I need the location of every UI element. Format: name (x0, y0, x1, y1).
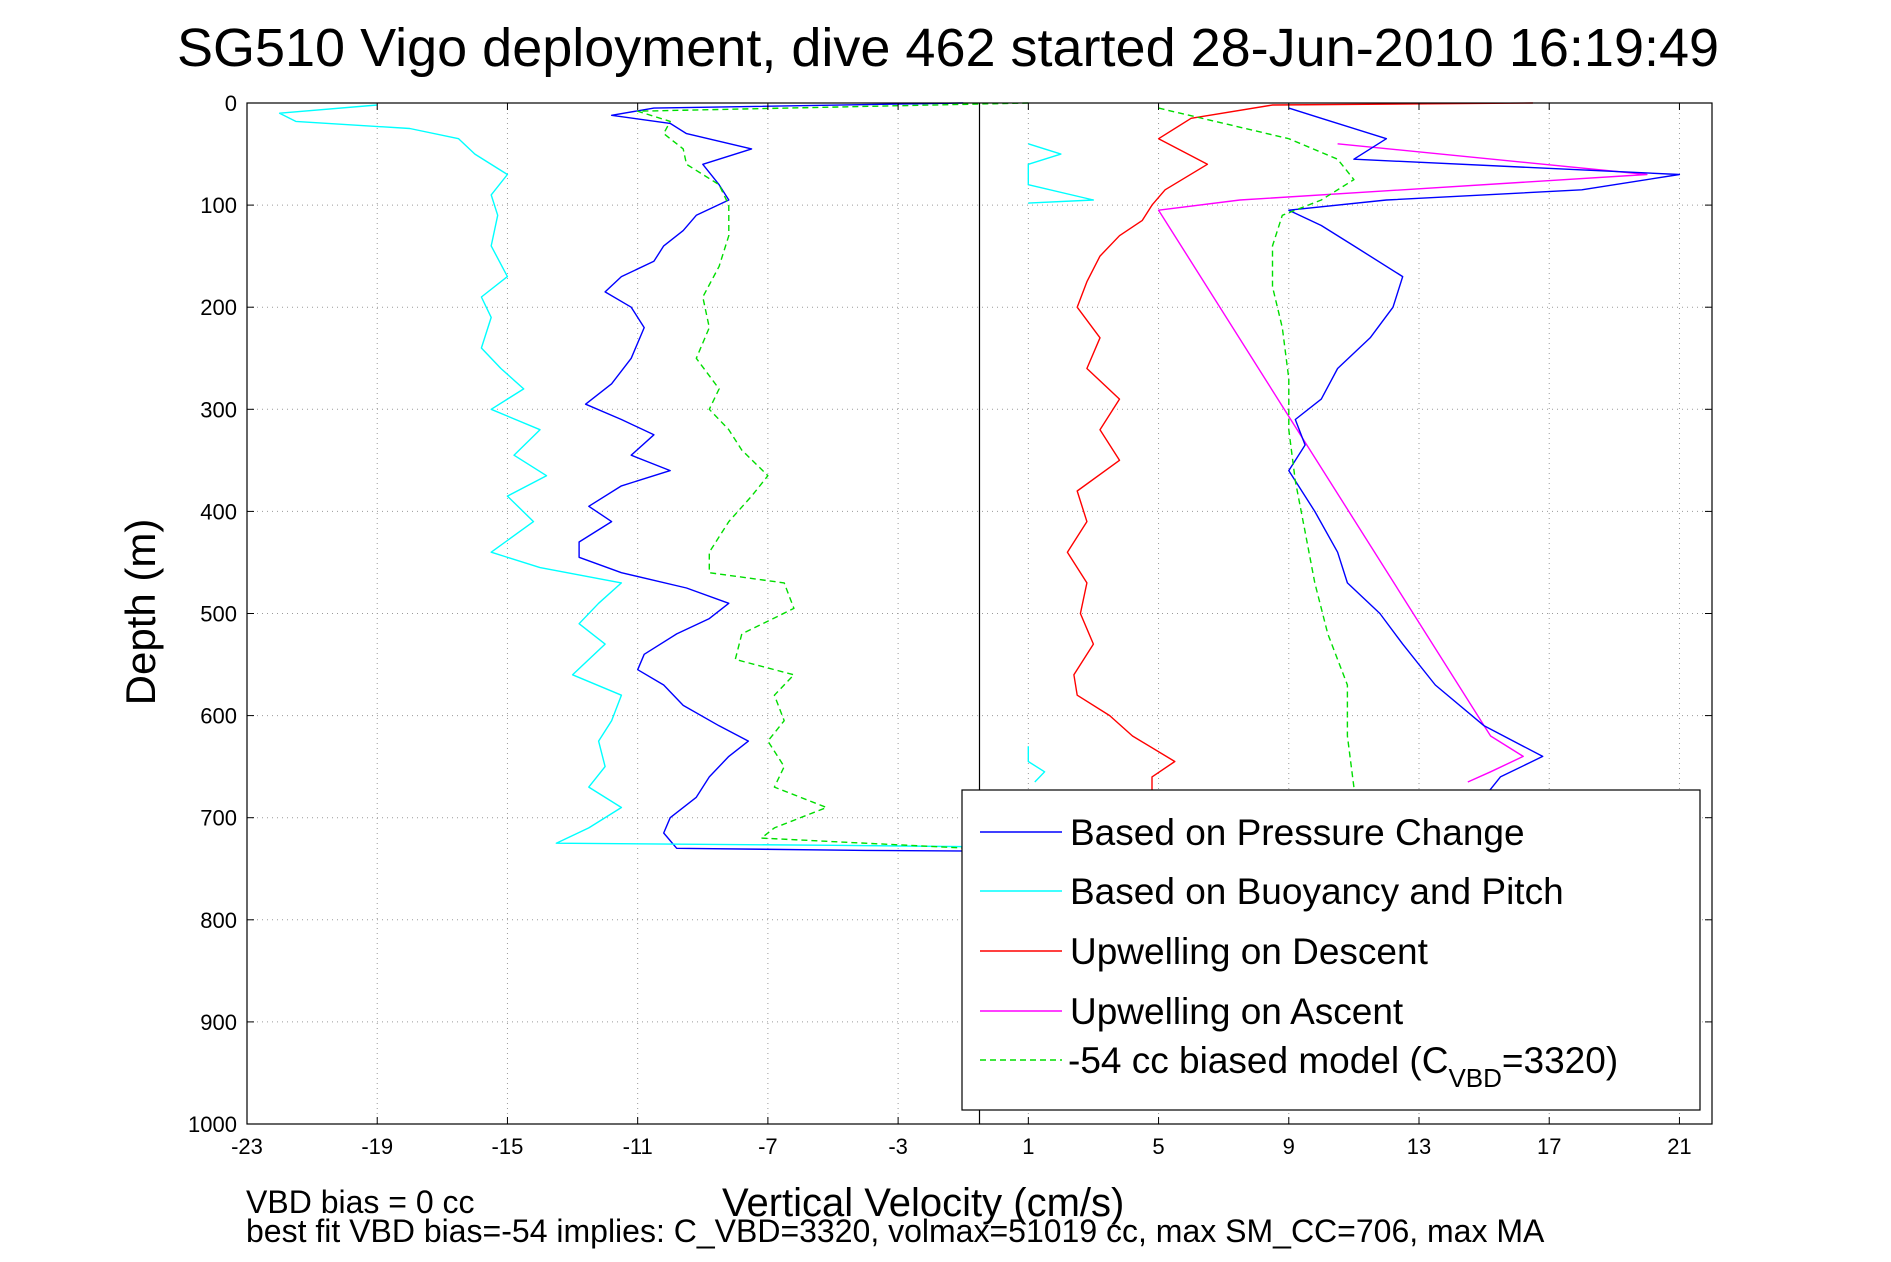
x-axis-ticks: -23 -19 -15 -11 -7 -3 1 5 9 13 17 21 (231, 103, 1692, 1159)
footer-line-1: VBD bias = 0 cc (246, 1184, 475, 1220)
legend-label-4: -54 cc biased model (CVBD=3320) (1068, 1040, 1618, 1093)
legend: Based on Pressure Change Based on Buoyanc… (961, 789, 1701, 1111)
legend-label-2: Upwelling on Descent (1070, 931, 1429, 972)
series-layer (278, 102, 1681, 853)
series-line-1 (278, 104, 1029, 848)
series-line-2 (1066, 102, 1533, 793)
series-line-7 (1027, 746, 1046, 783)
y-tick-label: 700 (200, 806, 237, 831)
x-tick-label: 9 (1283, 1134, 1295, 1159)
chart-title: SG510 Vigo deployment, dive 462 started … (177, 18, 1719, 78)
x-tick-label: 1 (1022, 1134, 1034, 1159)
y-tick-label: 1000 (188, 1112, 237, 1137)
x-tick-label: 21 (1667, 1134, 1691, 1159)
x-tick-label: -7 (758, 1134, 778, 1159)
y-tick-label: 0 (225, 91, 237, 116)
y-tick-label: 300 (200, 397, 237, 422)
x-tick-label: -23 (231, 1134, 263, 1159)
legend-label-3: Upwelling on Ascent (1070, 991, 1404, 1032)
y-tick-label: 600 (200, 704, 237, 729)
x-tick-label: 13 (1407, 1134, 1431, 1159)
x-tick-label: -15 (492, 1134, 524, 1159)
legend-box (961, 789, 1701, 1111)
y-tick-label: 500 (200, 602, 237, 627)
y-tick-label: 400 (200, 499, 237, 524)
x-tick-label: 5 (1152, 1134, 1164, 1159)
legend-label-1: Based on Buoyancy and Pitch (1070, 871, 1564, 912)
legend-model-text: -54 cc biased model (C (1068, 1040, 1448, 1081)
y-axis-ticks: 0 100 200 300 400 500 600 700 800 900 1000 (188, 91, 1712, 1137)
legend-label-0: Based on Pressure Change (1070, 812, 1525, 853)
footer-line-2: best fit VBD bias=-54 implies: C_VBD=332… (246, 1213, 1545, 1249)
series-line-3 (1157, 143, 1648, 783)
x-tick-label: -3 (888, 1134, 908, 1159)
series-line-5 (1288, 107, 1681, 798)
y-tick-label: 100 (200, 193, 237, 218)
series-line-0 (578, 102, 1029, 853)
x-tick-label: 17 (1537, 1134, 1561, 1159)
legend-model-subscript: VBD (1448, 1063, 1501, 1093)
series-line-4 (637, 102, 1029, 852)
x-tick-label: -11 (623, 1134, 653, 1159)
y-axis-label: Depth (m) (117, 519, 164, 706)
series-line-6 (1027, 143, 1095, 204)
y-tick-label: 200 (200, 295, 237, 320)
x-axis-label: Vertical Velocity (cm/s) (722, 1181, 1124, 1225)
legend-model-tail: =3320) (1502, 1040, 1618, 1081)
x-tick-label: -19 (361, 1134, 393, 1159)
y-tick-label: 800 (200, 908, 237, 933)
y-tick-label: 900 (200, 1010, 237, 1035)
